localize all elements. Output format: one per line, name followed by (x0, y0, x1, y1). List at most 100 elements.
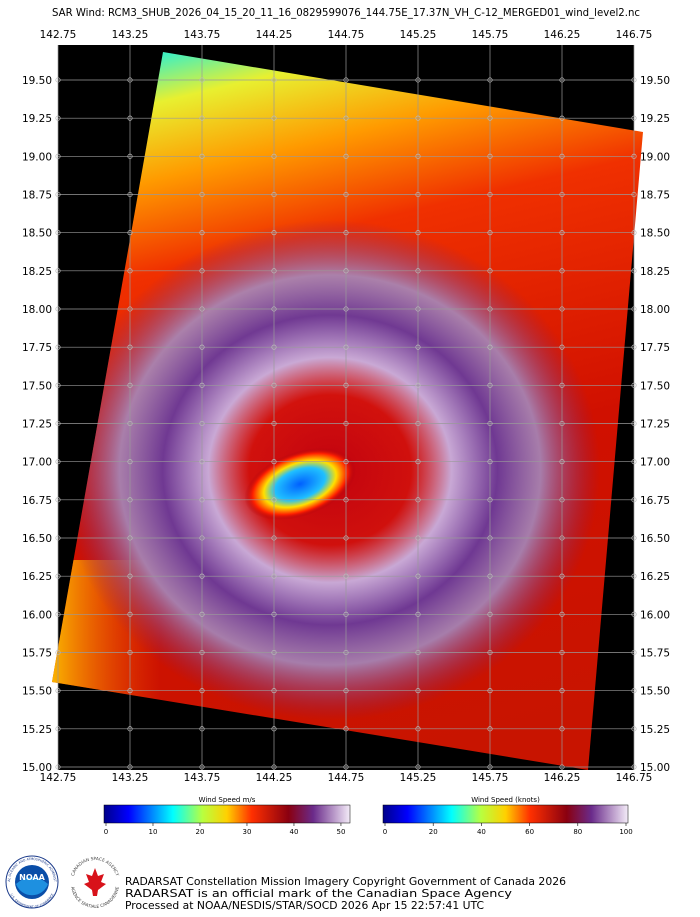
credit-line: RADARSAT is an official mark of the Cana… (125, 887, 513, 900)
lat-label-right: 15.25 (640, 724, 670, 736)
grid-node (199, 153, 205, 159)
grid-node (127, 649, 133, 656)
lat-label-right: 15.50 (640, 686, 670, 698)
lat-label-right: 18.75 (640, 190, 670, 202)
lon-label-bottom: 145.75 (472, 772, 509, 784)
grid-node (487, 306, 493, 312)
colorbar-tick-label: 100 (619, 828, 632, 836)
grid-node (271, 573, 277, 579)
grid-node (199, 268, 205, 274)
grid-node (415, 611, 421, 617)
lat-label-right: 15.00 (640, 762, 670, 774)
grid-node (271, 535, 277, 541)
grid-node (127, 611, 133, 617)
grid-node (343, 344, 349, 350)
grid-node (199, 306, 205, 312)
grid-node (487, 77, 493, 83)
lon-label-bottom: 146.75 (616, 772, 653, 784)
grid-node (631, 230, 637, 236)
lon-label-top: 145.75 (472, 29, 509, 41)
colorbar-tick-label: 40 (290, 828, 299, 836)
lat-label-right: 18.00 (640, 304, 670, 316)
lat-label-left: 18.75 (22, 190, 52, 202)
lat-label-right: 17.50 (640, 380, 670, 392)
grid-node (199, 764, 205, 770)
lon-label-top: 144.25 (256, 29, 293, 41)
grid-node (127, 726, 133, 732)
grid-node (199, 191, 205, 198)
grid-node (487, 764, 493, 770)
lat-label-left: 18.50 (22, 228, 52, 240)
grid-node (415, 459, 421, 465)
grid-node (415, 649, 421, 656)
lat-label-right: 16.00 (640, 609, 670, 621)
grid-node (271, 420, 277, 427)
grid-node (631, 459, 637, 465)
lon-label-top: 146.75 (616, 29, 653, 41)
grid-node (199, 115, 205, 121)
grid-node (55, 726, 61, 732)
grid-node (415, 77, 421, 83)
grid-node (559, 649, 565, 656)
lat-label-right: 16.75 (640, 495, 670, 507)
colorbar-tick-label: 40 (477, 828, 486, 836)
lon-label-bottom: 143.75 (184, 772, 221, 784)
grid-node (127, 268, 133, 274)
lat-label-right: 17.25 (640, 419, 670, 431)
grid-node (343, 382, 349, 388)
grid-node (487, 420, 493, 427)
lat-label-left: 17.25 (22, 419, 52, 431)
grid-node (55, 611, 61, 617)
colorbar-tick-label: 10 (149, 828, 158, 836)
grid-node (559, 611, 565, 617)
grid-node (415, 573, 421, 579)
grid-node (199, 573, 205, 579)
grid-node (631, 726, 637, 732)
grid-node (55, 306, 61, 312)
grid-node (127, 688, 133, 694)
grid-node (559, 535, 565, 541)
grid-node (55, 77, 61, 83)
grid-node (127, 497, 133, 503)
grid-node (415, 306, 421, 312)
grid-node (343, 153, 349, 159)
grid-node (487, 573, 493, 579)
axis-labels: 142.75 142.75 143.25 143.25 143.75 143.75 144.… (22, 29, 670, 784)
grid-node (199, 688, 205, 694)
grid-node (271, 688, 277, 694)
grid-node (271, 306, 277, 312)
lat-label-left: 19.50 (22, 75, 52, 87)
lat-label-right: 19.50 (640, 75, 670, 87)
grid-node (55, 382, 61, 388)
grid-node (271, 382, 277, 388)
lon-label-bottom: 144.25 (256, 772, 293, 784)
grid-node (487, 535, 493, 541)
lat-label-left: 17.75 (22, 342, 52, 354)
lat-label-left: 16.75 (22, 495, 52, 507)
grid-node (559, 459, 565, 465)
grid-node (55, 115, 61, 121)
grid-node (415, 726, 421, 732)
noaa-text: NOAA (19, 873, 45, 882)
colorbar (103, 804, 351, 824)
lat-label-right: 16.25 (640, 571, 670, 583)
grid-node (199, 649, 205, 656)
grid-node (55, 764, 61, 770)
colorbar-title: Wind Speed (knots) (471, 796, 540, 804)
grid-node (559, 573, 565, 579)
grid-node (199, 459, 205, 465)
grid-node (55, 268, 61, 274)
lat-label-right: 15.75 (640, 648, 670, 660)
grid-node (415, 344, 421, 350)
noaa-wave (16, 877, 48, 896)
grid-node (559, 306, 565, 312)
grid-node (631, 153, 637, 159)
grid-node (271, 268, 277, 274)
grid-node (415, 420, 421, 427)
lon-label-top: 145.25 (400, 29, 437, 41)
grid-node (55, 459, 61, 465)
colorbar-tick-label: 30 (243, 828, 252, 836)
grid-node (127, 764, 133, 770)
lat-label-left: 15.50 (22, 686, 52, 698)
grid-node (271, 344, 277, 350)
